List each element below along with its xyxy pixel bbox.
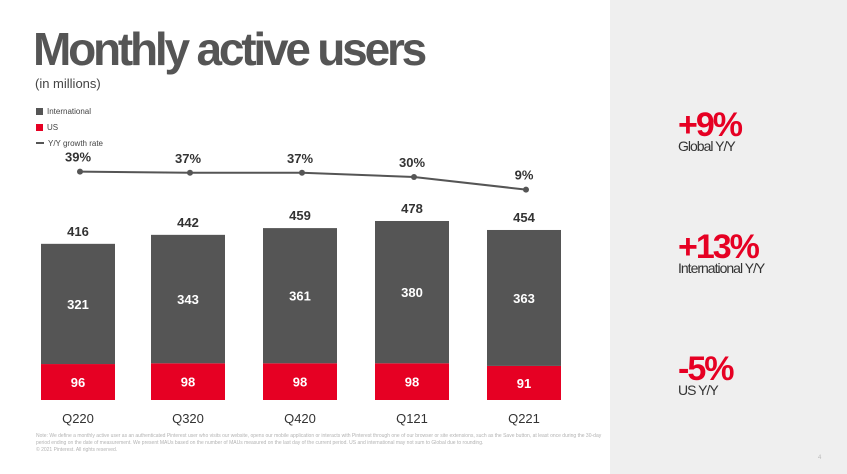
- growth-label: 30%: [399, 155, 425, 170]
- bar-total-label: 416: [67, 224, 89, 239]
- growth-point: [299, 169, 305, 176]
- legend-item-us: US: [36, 119, 103, 135]
- legend-item-growth: Y/Y growth rate: [36, 135, 103, 151]
- stat-international: +13% International Y/Y: [678, 228, 765, 276]
- chart-legend: International US Y/Y growth rate: [36, 103, 103, 151]
- x-tick-label: Q320: [172, 411, 204, 426]
- bar-total-label: 478: [401, 201, 423, 216]
- bar-us: [41, 364, 115, 400]
- bar-us: [151, 363, 225, 400]
- legend-item-international: International: [36, 103, 103, 119]
- growth-point: [187, 169, 193, 176]
- bar-international-label: 361: [289, 289, 311, 304]
- growth-label: 37%: [287, 151, 313, 166]
- bar-us-label: 98: [405, 375, 419, 390]
- stat-global-value: +9%: [678, 106, 743, 144]
- stat-international-value: +13%: [678, 228, 760, 266]
- page-subtitle: (in millions): [35, 76, 101, 91]
- page-number: 4: [818, 455, 822, 461]
- bar-total-label: 454: [513, 210, 535, 225]
- legend-line-growth: [36, 142, 44, 144]
- bar-us: [375, 363, 449, 400]
- bar-us: [263, 363, 337, 400]
- bar-us: [487, 365, 561, 400]
- legend-label-international: International: [47, 106, 92, 116]
- bar-total-label: 442: [177, 215, 199, 230]
- legend-label-growth: Y/Y growth rate: [48, 138, 103, 148]
- stat-us-value: -5%: [678, 350, 734, 388]
- bar-international-label: 343: [177, 292, 199, 307]
- page-title: Monthly active users: [33, 23, 427, 75]
- bar-us-label: 98: [293, 375, 307, 390]
- legend-swatch-international: [36, 107, 43, 115]
- bar-international-label: 363: [513, 291, 535, 306]
- bar-international: [375, 220, 449, 364]
- footnote-text: Note: We define a monthly active user as…: [36, 433, 602, 446]
- bar-international-label: 380: [401, 285, 423, 300]
- bar-international: [487, 229, 561, 366]
- growth-label: 9%: [515, 168, 534, 183]
- x-tick-label: Q220: [62, 411, 94, 426]
- bar-international: [151, 234, 225, 364]
- bar-international-label: 321: [67, 297, 89, 312]
- growth-label: 37%: [175, 151, 201, 166]
- legend-swatch-us: [36, 123, 43, 131]
- bar-us-label: 98: [181, 375, 195, 390]
- bar-international: [263, 228, 337, 364]
- mau-chart: 96 321 416 Q220 98 343 442 Q320 98 361 459 Q420 98 38…: [41, 150, 561, 426]
- legend-label-us: US: [47, 122, 59, 132]
- stat-us-label: US Y/Y: [678, 382, 719, 398]
- stat-international-label: International Y/Y: [678, 260, 765, 276]
- bar-international: [41, 243, 115, 365]
- x-tick-label: Q420: [284, 411, 316, 426]
- bar-us-label: 91: [517, 376, 531, 391]
- x-tick-label: Q121: [396, 411, 428, 426]
- growth-point: [411, 174, 417, 180]
- stat-us: -5% US Y/Y: [678, 350, 734, 398]
- bar-total-label: 459: [289, 208, 311, 223]
- footnote: Note: We define a monthly active user as…: [36, 433, 611, 454]
- side-panel: [610, 0, 847, 474]
- bar-us-label: 96: [71, 375, 85, 390]
- x-tick-label: Q221: [508, 411, 540, 426]
- growth-point: [523, 186, 529, 193]
- stat-global-label: Global Y/Y: [678, 138, 736, 154]
- growth-label: 39%: [65, 150, 91, 165]
- growth-point: [77, 168, 83, 175]
- copyright: © 2021 Pinterest. All rights reserved.: [36, 447, 118, 453]
- stat-global: +9% Global Y/Y: [678, 106, 743, 154]
